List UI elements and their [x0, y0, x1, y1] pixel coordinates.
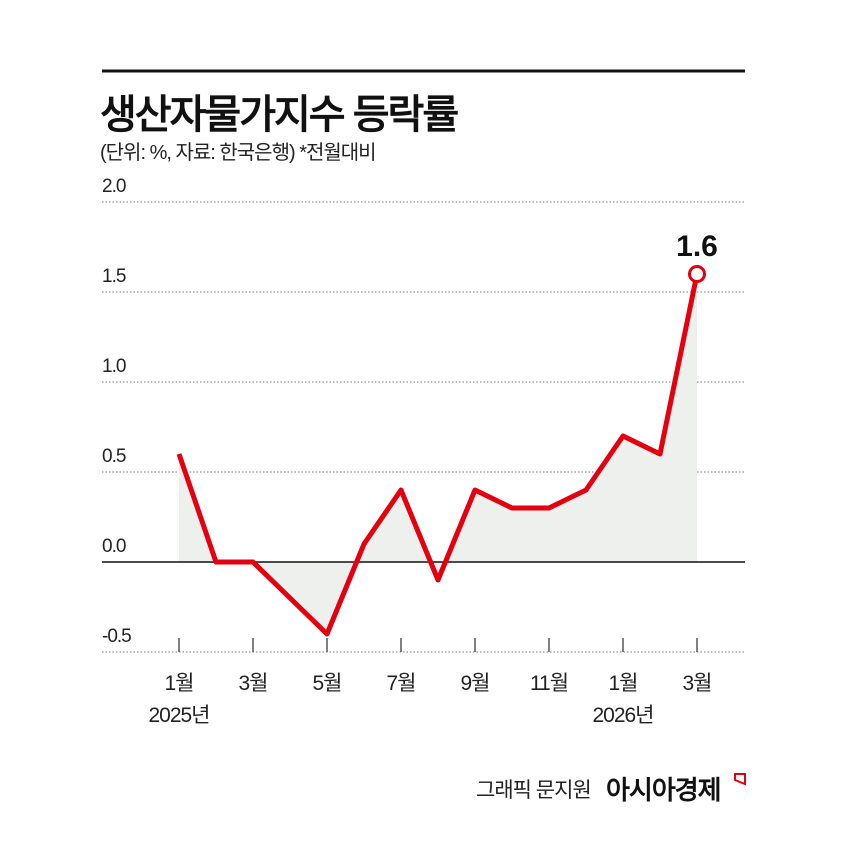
graphic-credit: 그래픽 문지원 [476, 779, 592, 802]
data-label: 1.6 [676, 230, 718, 263]
y-tick-label: 1.0 [102, 356, 126, 377]
y-tick-label: 0.0 [102, 536, 126, 557]
x-tick-label: 1월 [609, 672, 638, 695]
last-point-marker [688, 265, 706, 283]
x-tick-label: 11월 [530, 672, 568, 695]
x-year-label: 2025년 [148, 704, 209, 727]
brand-logo: 아시아경제 [606, 775, 722, 805]
series-line [176, 273, 700, 637]
y-tick-label: -0.5 [102, 626, 131, 647]
brand-mark-icon [734, 773, 746, 786]
chart-subtitle: (단위: %, 자료: 한국은행) *전월대비 [100, 142, 377, 164]
x-tick-label: 3월 [683, 672, 712, 695]
x-tick-label: 9월 [461, 672, 490, 695]
area-fill [179, 274, 697, 634]
chart-title: 생산자물가지수 등락률 [100, 93, 459, 137]
y-tick-label: 1.5 [102, 266, 126, 287]
y-tick-label: 2.0 [102, 176, 126, 197]
x-tick-label: 1월 [165, 672, 194, 695]
x-tick-label: 5월 [313, 672, 342, 695]
y-tick-label: 0.5 [102, 446, 126, 467]
x-year-label: 2026년 [592, 704, 653, 727]
x-tick-label: 7월 [387, 672, 416, 695]
x-tick-label: 3월 [239, 672, 268, 695]
